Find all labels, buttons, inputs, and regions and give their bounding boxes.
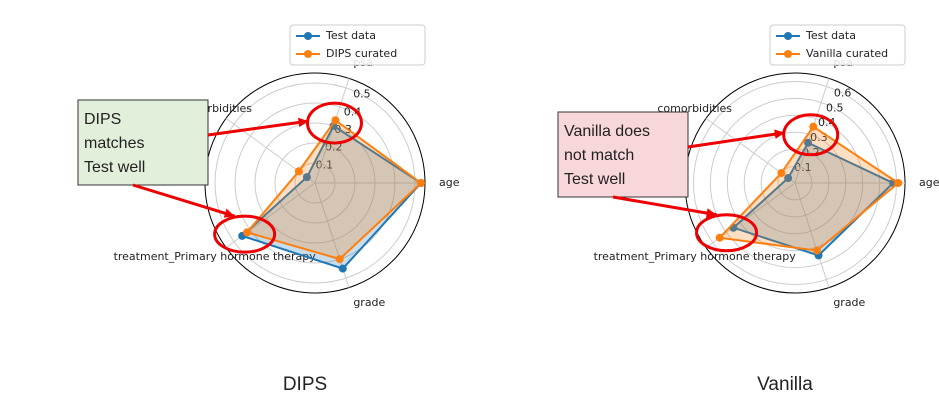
r-tick-label: 0.4 [818,116,836,129]
legend-marker [784,50,792,58]
series-point [417,179,425,187]
series-area [731,141,895,257]
axis-label: age [919,176,939,189]
series-area [245,118,423,261]
legend-label: Test data [325,29,376,42]
annotation-text: Test well [84,159,145,176]
annotation-text: Vanilla does [564,123,650,140]
annotation-box [557,111,689,198]
r-tick-label: 0.5 [826,101,844,114]
arrow [132,183,236,218]
legend-box [769,24,906,66]
series-point [784,174,793,183]
series-point [331,116,340,125]
arrow [612,195,717,217]
series-area [717,125,900,252]
annotation-text: not match [564,147,634,164]
series-area [240,124,423,270]
series-point [777,169,786,178]
legend-marker [784,32,792,40]
spoke [794,78,830,184]
series-point [294,167,303,176]
arrow-head [223,208,235,218]
r-tick-label: 0.6 [834,86,852,99]
axis-label: treatment_Primary hormone therapy [114,250,317,263]
legend-label: Test data [805,29,856,42]
annotation-text: matches [84,135,144,152]
series-point [338,264,347,273]
series-point [812,246,821,255]
series-point [804,138,813,147]
annotation-text: Test well [564,171,625,188]
series-point [894,179,903,187]
axis-label: age [439,176,460,189]
axis-label: grade [353,296,385,309]
r-tick-label: 0.5 [353,88,371,101]
legend-marker [304,32,312,40]
caption: DIPS [283,374,327,395]
r-tick-label: 0.3 [334,123,352,136]
series-point [243,228,252,237]
spoke [794,182,830,288]
annotation-text: DIPS [84,111,121,128]
caption: Vanilla [757,374,813,395]
series-point [715,233,724,242]
annotation-box [77,99,209,186]
series-point [809,122,818,131]
legend-label: DIPS curated [326,47,397,60]
arrow-head [298,117,309,128]
axis-label: treatment_Primary hormone therapy [594,250,797,263]
r-tick-label: 0.4 [344,105,362,118]
highlight [213,214,277,254]
highlight [305,101,363,145]
arrow [687,131,785,149]
axis-label: grade [833,296,865,309]
highlight [782,113,840,157]
legend-marker [304,50,312,58]
highlight [695,213,759,253]
arrow [207,119,309,137]
series-point [335,255,344,264]
legend-box [289,24,426,66]
arrow-head [705,208,717,218]
legend-label: Vanilla curated [806,47,888,60]
series-point [302,173,311,182]
arrow-head [774,129,785,139]
